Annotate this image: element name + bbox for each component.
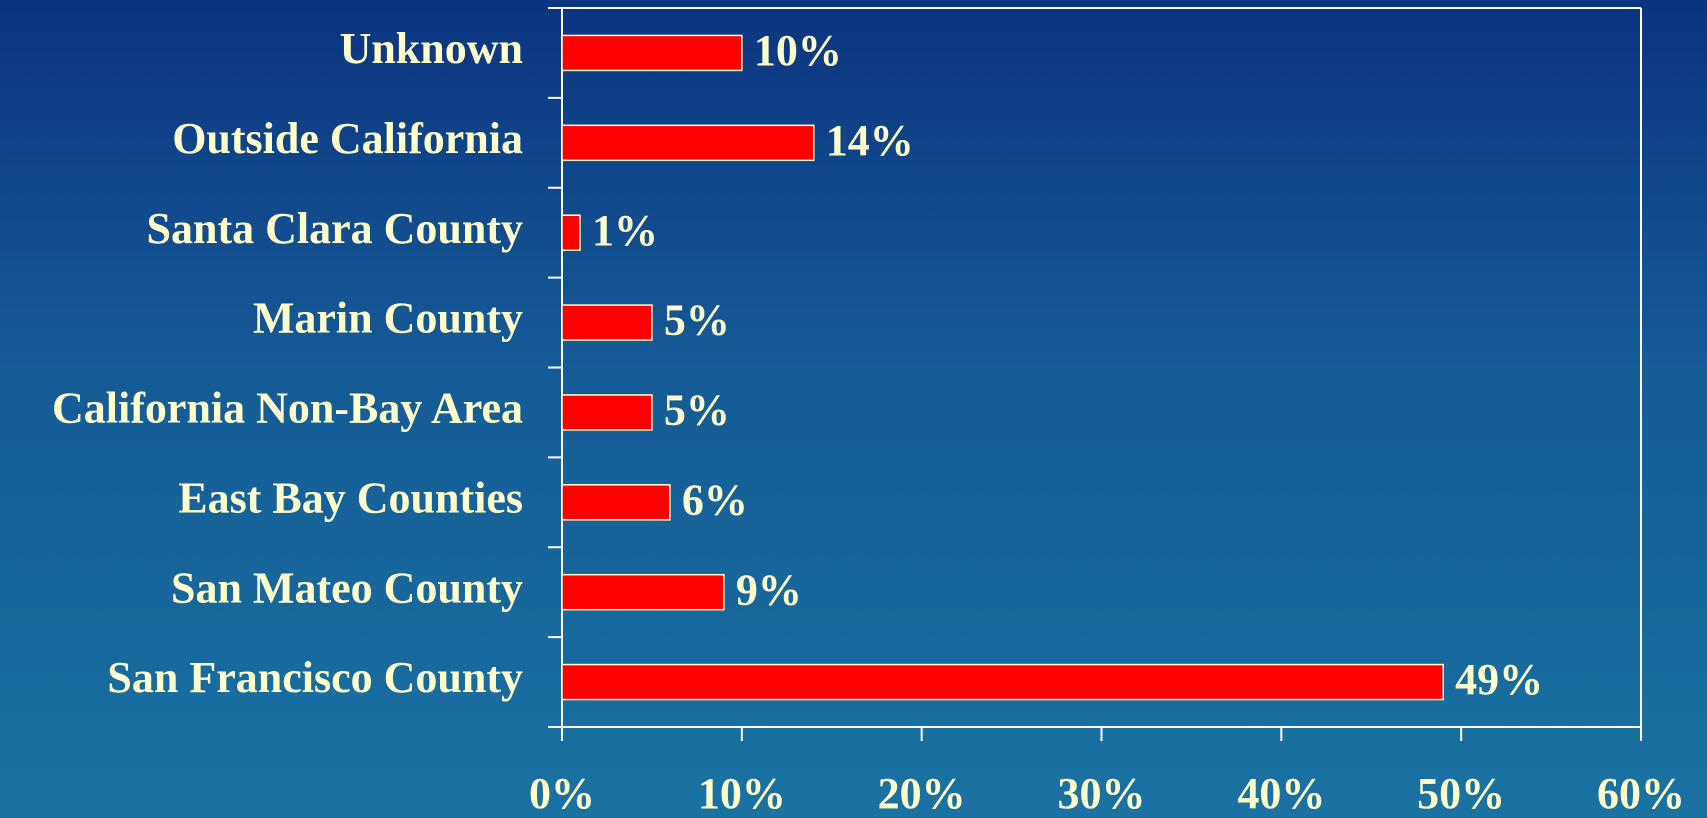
y-tick-label: Marin County: [253, 294, 523, 343]
bar: [561, 304, 653, 341]
value-label: 6%: [682, 475, 748, 524]
y-tick-label: Outside California: [172, 114, 523, 163]
bar: [561, 484, 671, 521]
value-label: 1%: [592, 206, 658, 255]
x-tick-label: 50%: [1417, 769, 1505, 818]
y-tick-label: Santa Clara County: [147, 204, 524, 253]
x-tick-label: 40%: [1237, 769, 1325, 818]
value-label: 9%: [736, 565, 802, 614]
y-tick-label: Unknown: [340, 24, 523, 73]
y-tick-label: California Non-Bay Area: [52, 384, 523, 433]
bar: [561, 573, 725, 611]
bar: [561, 124, 815, 162]
x-tick-label: 30%: [1058, 769, 1146, 818]
y-tick-label: San Mateo County: [171, 563, 523, 612]
bar: [561, 663, 1444, 701]
bar: [561, 214, 581, 251]
value-label: 14%: [826, 116, 914, 165]
bar: [561, 394, 653, 431]
x-tick-label: 60%: [1597, 769, 1685, 818]
y-tick-label: San Francisco County: [107, 653, 523, 702]
y-tick-label: East Bay Counties: [178, 473, 523, 522]
x-tick-label: 0%: [529, 769, 595, 818]
value-label: 10%: [754, 26, 842, 75]
value-label: 49%: [1455, 655, 1543, 704]
x-tick-label: 10%: [698, 769, 786, 818]
bar: [561, 34, 743, 72]
value-label: 5%: [664, 386, 730, 435]
value-label: 5%: [664, 296, 730, 345]
x-tick-label: 20%: [878, 769, 966, 818]
